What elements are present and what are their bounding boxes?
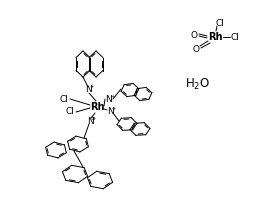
- Text: O: O: [191, 31, 197, 39]
- Text: +: +: [112, 106, 116, 110]
- Text: Cl: Cl: [230, 32, 240, 42]
- Text: N: N: [87, 117, 94, 126]
- Text: ±: ±: [91, 117, 95, 121]
- Text: +: +: [90, 85, 94, 89]
- Text: H$_2$O: H$_2$O: [185, 77, 211, 92]
- Text: +: +: [111, 93, 115, 99]
- Text: N: N: [106, 95, 112, 103]
- Text: N: N: [85, 85, 91, 95]
- Text: O: O: [192, 45, 199, 53]
- Text: Rh: Rh: [208, 32, 222, 42]
- Text: Cl: Cl: [65, 107, 75, 117]
- Text: Rh: Rh: [90, 102, 104, 112]
- Text: Cl: Cl: [216, 18, 224, 28]
- Text: N: N: [107, 106, 113, 116]
- Text: +: +: [92, 116, 96, 120]
- Text: Cl: Cl: [60, 95, 68, 103]
